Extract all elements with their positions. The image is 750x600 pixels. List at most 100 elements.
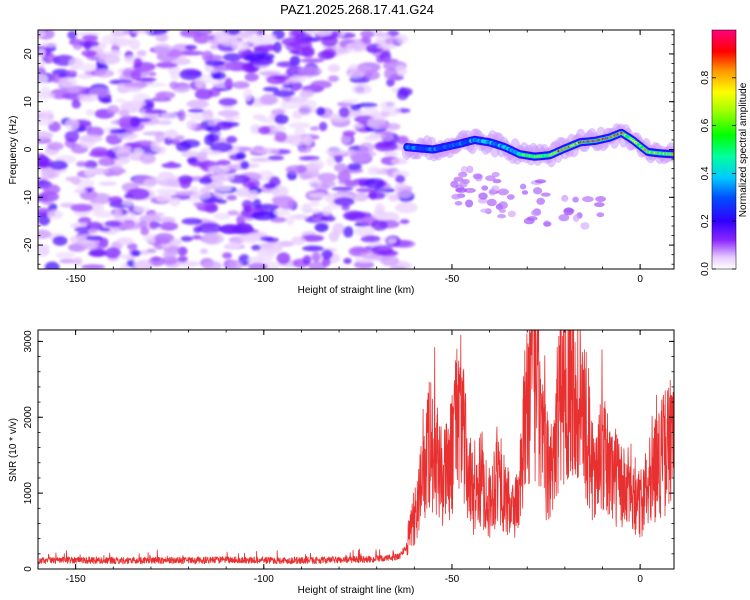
noise-blob [43, 184, 61, 195]
noise-blob [191, 191, 212, 200]
ridge-scatter [460, 166, 469, 174]
noise-blob [359, 142, 375, 153]
noise-blob [38, 155, 50, 166]
noise-blob [157, 178, 182, 187]
noise-blob [186, 99, 209, 109]
noise-blob [142, 131, 167, 136]
noise-blob [231, 40, 249, 51]
noise-blob [321, 249, 333, 260]
ridge-scatter [526, 216, 538, 221]
spectrogram-x-axis-label: Height of straight line (km) [298, 285, 415, 296]
noise-blob [363, 70, 380, 81]
noise-blob [308, 178, 323, 188]
ridge-scatter [453, 176, 464, 182]
noise-blob [226, 135, 238, 144]
noise-blob [79, 40, 100, 48]
noise-blob [38, 67, 46, 75]
noise-blob [88, 88, 111, 96]
ridge-scatter [458, 171, 468, 178]
noise-blob [169, 81, 179, 89]
snr-frame [37, 329, 675, 570]
noise-blob [395, 64, 407, 77]
noise-blob [178, 68, 203, 81]
noise-blob [118, 109, 130, 117]
colorbar-label: Normalized spectral amplitude [738, 82, 749, 217]
noise-blob [195, 77, 205, 89]
noise-blob [159, 120, 172, 126]
ridge-scatter [497, 188, 509, 196]
noise-blob [204, 134, 215, 146]
ridge-scatter [596, 212, 605, 218]
noise-blob [272, 41, 282, 53]
noise-blob [162, 251, 178, 258]
ridge-scatter [498, 208, 507, 213]
noise-blob [157, 171, 175, 180]
colorbar-gradient [711, 29, 737, 270]
ridge-scatter [450, 180, 459, 188]
y-tick-label: 3000 [23, 330, 34, 353]
noise-blob [214, 185, 232, 192]
noise-blob [251, 244, 262, 251]
noise-blob [380, 106, 401, 117]
noise-blob [104, 247, 121, 259]
noise-blob [82, 243, 98, 250]
noise-blob [41, 167, 57, 180]
noise-blob [38, 92, 55, 100]
x-tick-label: 0 [637, 274, 643, 285]
ridge-scatter [540, 192, 551, 197]
noise-blob [273, 75, 290, 81]
figure-title: PAZ1.2025.268.17.41.G24 [280, 2, 434, 17]
ridge-scatter [558, 214, 570, 222]
noise-blob [179, 178, 191, 189]
noise-blob [38, 229, 52, 239]
noise-blob [55, 251, 75, 259]
noise-blob [160, 112, 178, 120]
noise-blob [294, 126, 306, 136]
noise-blob [88, 250, 108, 257]
noise-blob [308, 261, 327, 269]
noise-blob [194, 88, 213, 100]
noise-blob [133, 57, 143, 68]
noise-blob [364, 178, 385, 189]
spectrogram-x-ticks: -150 -100 -50 0 [37, 30, 643, 285]
noise-blob [109, 128, 127, 134]
ridge-scatter [472, 173, 483, 180]
noise-blob [84, 160, 98, 170]
noise-blob [165, 129, 178, 140]
ridge-scatter [534, 179, 547, 184]
y-tick-label: 20 [23, 48, 34, 60]
noise-blob [169, 238, 182, 247]
noise-blob [376, 44, 397, 49]
noise-blob [180, 30, 202, 38]
y-tick-label: -20 [23, 237, 34, 252]
noise-blob [253, 44, 277, 52]
noise-blob [236, 215, 246, 226]
noise-blob [46, 142, 64, 151]
noise-blob [59, 258, 76, 264]
noise-blob [208, 87, 221, 97]
noise-blob [374, 140, 398, 152]
noise-blob [353, 192, 369, 202]
ridge-scatter [521, 190, 529, 195]
noise-blob [394, 202, 418, 214]
noise-blob [300, 58, 325, 63]
noise-blob [338, 106, 350, 118]
noise-blob [76, 161, 87, 167]
noise-blob [389, 265, 407, 269]
colorbar-tick-label: 0.8 [700, 70, 711, 84]
noise-blob [321, 257, 331, 267]
noise-blob [208, 165, 231, 174]
noise-blob [47, 210, 64, 220]
noise-blob [253, 145, 264, 151]
noise-blob [318, 121, 328, 132]
noise-blob [71, 99, 82, 109]
noise-blob [148, 71, 157, 77]
noise-blob [386, 78, 395, 87]
noise-blob [110, 37, 133, 47]
noise-blob [181, 218, 203, 225]
noise-blob [315, 107, 326, 116]
noise-blob [135, 77, 157, 82]
noise-blob [175, 190, 197, 196]
noise-blob [166, 161, 177, 167]
noise-blob [373, 187, 396, 194]
